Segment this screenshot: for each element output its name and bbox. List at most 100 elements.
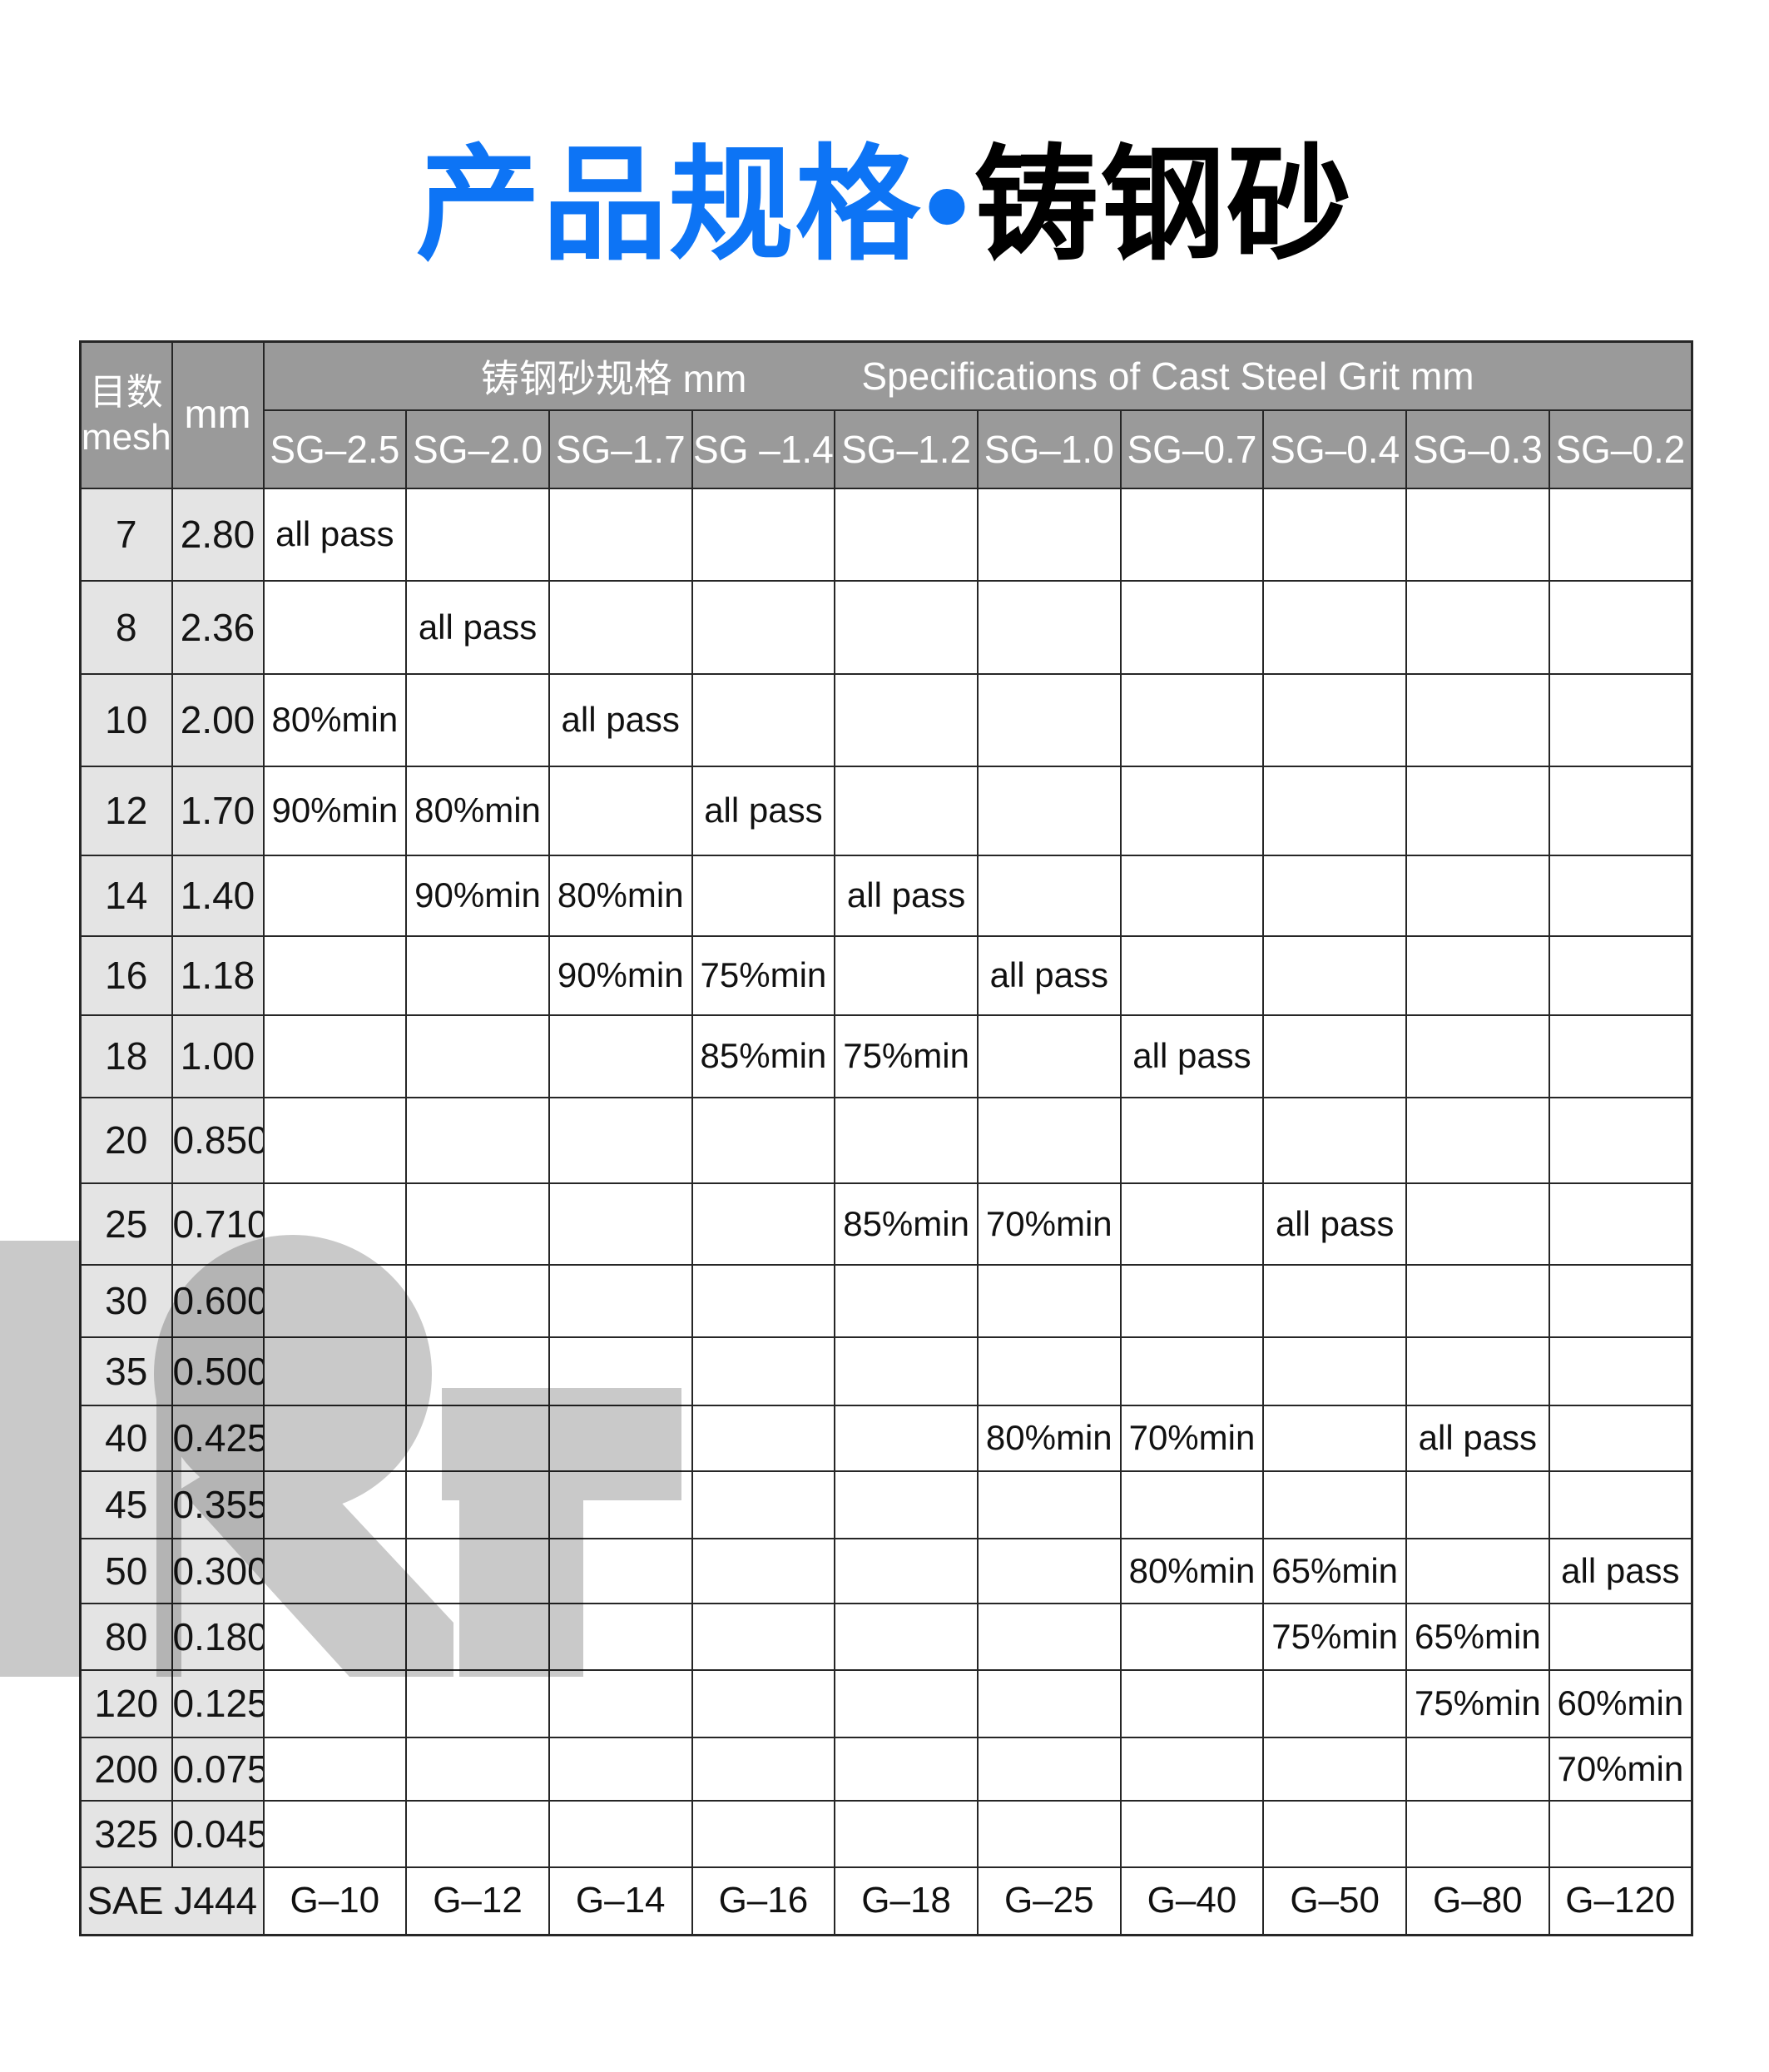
mm-value: 0.300 <box>171 1537 265 1604</box>
value-cell <box>405 1668 550 1738</box>
value-cell <box>1262 1470 1407 1539</box>
title-dot: • <box>924 135 971 275</box>
table-row: 30 0.600 <box>79 1263 1693 1338</box>
value-cell: 65%min <box>1262 1537 1407 1604</box>
value-cell: 80%min <box>548 854 693 937</box>
mm-value: 1.18 <box>171 934 265 1016</box>
value-cell <box>834 1736 979 1802</box>
value-cell <box>1119 1182 1265 1266</box>
mm-value: 0.125 <box>171 1668 265 1738</box>
value-cell: all pass <box>548 672 693 767</box>
table-row: 40 0.425 80%min 70%min all pass <box>79 1404 1693 1472</box>
value-cell <box>1119 1263 1265 1338</box>
value-cell <box>834 1336 979 1406</box>
value-cell <box>1548 1014 1693 1098</box>
mm-value: 0.045 <box>171 1799 265 1868</box>
value-cell <box>548 1096 693 1184</box>
table-row: 12 1.70 90%min 80%min all pass <box>79 765 1693 856</box>
value-cell <box>1119 765 1265 856</box>
mm-value: 0.355 <box>171 1470 265 1539</box>
value-cell <box>1405 1096 1550 1184</box>
value-cell <box>976 1799 1122 1868</box>
value-cell <box>548 1537 693 1604</box>
value-cell: all pass <box>262 487 408 582</box>
mm-value: 2.80 <box>171 487 265 582</box>
value-cell <box>405 934 550 1016</box>
value-cell <box>548 1799 693 1868</box>
value-cell <box>691 1668 836 1738</box>
column-header: SG–1.0 <box>976 409 1122 489</box>
value-cell: 90%min <box>548 934 693 1016</box>
value-cell <box>1262 1668 1407 1738</box>
value-cell <box>834 1096 979 1184</box>
value-cell <box>691 1182 836 1266</box>
value-cell <box>1405 1263 1550 1338</box>
mesh-label: 8 <box>79 579 173 675</box>
value-cell <box>834 579 979 675</box>
mm-value: 0.075 <box>171 1736 265 1802</box>
value-cell: 75%min <box>1405 1668 1550 1738</box>
value-cell <box>1262 854 1407 937</box>
table-row: 120 0.125 75%min 60%min <box>79 1668 1693 1738</box>
column-header: SG–1.2 <box>834 409 979 489</box>
value-cell <box>548 1668 693 1738</box>
value-cell: all pass <box>976 934 1122 1016</box>
value-cell <box>1119 1799 1265 1868</box>
sae-grade-cell: G–50 <box>1262 1866 1407 1936</box>
mesh-label: 120 <box>79 1668 173 1738</box>
value-cell <box>262 1182 408 1266</box>
value-cell <box>1119 1668 1265 1738</box>
value-cell <box>691 1263 836 1338</box>
value-cell <box>691 672 836 767</box>
table-row: 35 0.500 <box>79 1336 1693 1406</box>
group-header-cn: 铸钢砂规格 mm <box>480 356 747 400</box>
value-cell: 80%min <box>262 672 408 767</box>
value-cell: all pass <box>834 854 979 937</box>
table-row: 45 0.355 <box>79 1470 1693 1539</box>
value-cell: 80%min <box>405 765 550 856</box>
value-cell <box>1548 1799 1693 1868</box>
value-cell <box>262 1470 408 1539</box>
value-cell <box>1548 934 1693 1016</box>
sae-row: SAE J444 G–10 G–12 G–14 G–16 G–18 G–25 G–40 G–5… <box>79 1866 1693 1936</box>
value-cell: 60%min <box>1548 1668 1693 1738</box>
value-cell <box>691 854 836 937</box>
sae-label: SAE J444 <box>79 1866 265 1936</box>
value-cell <box>548 1014 693 1098</box>
value-cell: all pass <box>1548 1537 1693 1604</box>
value-cell <box>1548 765 1693 856</box>
column-header: SG –1.4 <box>691 409 836 489</box>
mesh-label: 12 <box>79 765 173 856</box>
value-cell: 70%min <box>1119 1404 1265 1472</box>
value-cell: 75%min <box>834 1014 979 1098</box>
mesh-label: 325 <box>79 1799 173 1868</box>
group-header: 铸钢砂规格 mm Specifications of Cast Steel Gr… <box>262 340 1693 411</box>
value-cell <box>691 579 836 675</box>
mesh-label: 35 <box>79 1336 173 1406</box>
value-cell <box>548 1736 693 1802</box>
value-cell <box>1119 1602 1265 1671</box>
mesh-label: 30 <box>79 1263 173 1338</box>
value-cell <box>405 1096 550 1184</box>
mesh-label: 10 <box>79 672 173 767</box>
value-cell <box>548 579 693 675</box>
value-cell <box>1262 1263 1407 1338</box>
value-cell <box>691 1404 836 1472</box>
mm-value: 1.00 <box>171 1014 265 1098</box>
value-cell <box>1405 1736 1550 1802</box>
value-cell <box>262 1336 408 1406</box>
value-cell <box>834 1668 979 1738</box>
mm-value: 2.36 <box>171 579 265 675</box>
table-row: 16 1.18 90%min 75%min all pass <box>79 934 1693 1016</box>
column-header: SG–2.0 <box>405 409 550 489</box>
mesh-label: 25 <box>79 1182 173 1266</box>
value-cell <box>976 487 1122 582</box>
value-cell <box>976 1537 1122 1604</box>
value-cell <box>1405 1470 1550 1539</box>
value-cell <box>691 1096 836 1184</box>
value-cell <box>548 1470 693 1539</box>
mesh-label: 20 <box>79 1096 173 1184</box>
value-cell <box>405 1182 550 1266</box>
value-cell <box>1119 487 1265 582</box>
